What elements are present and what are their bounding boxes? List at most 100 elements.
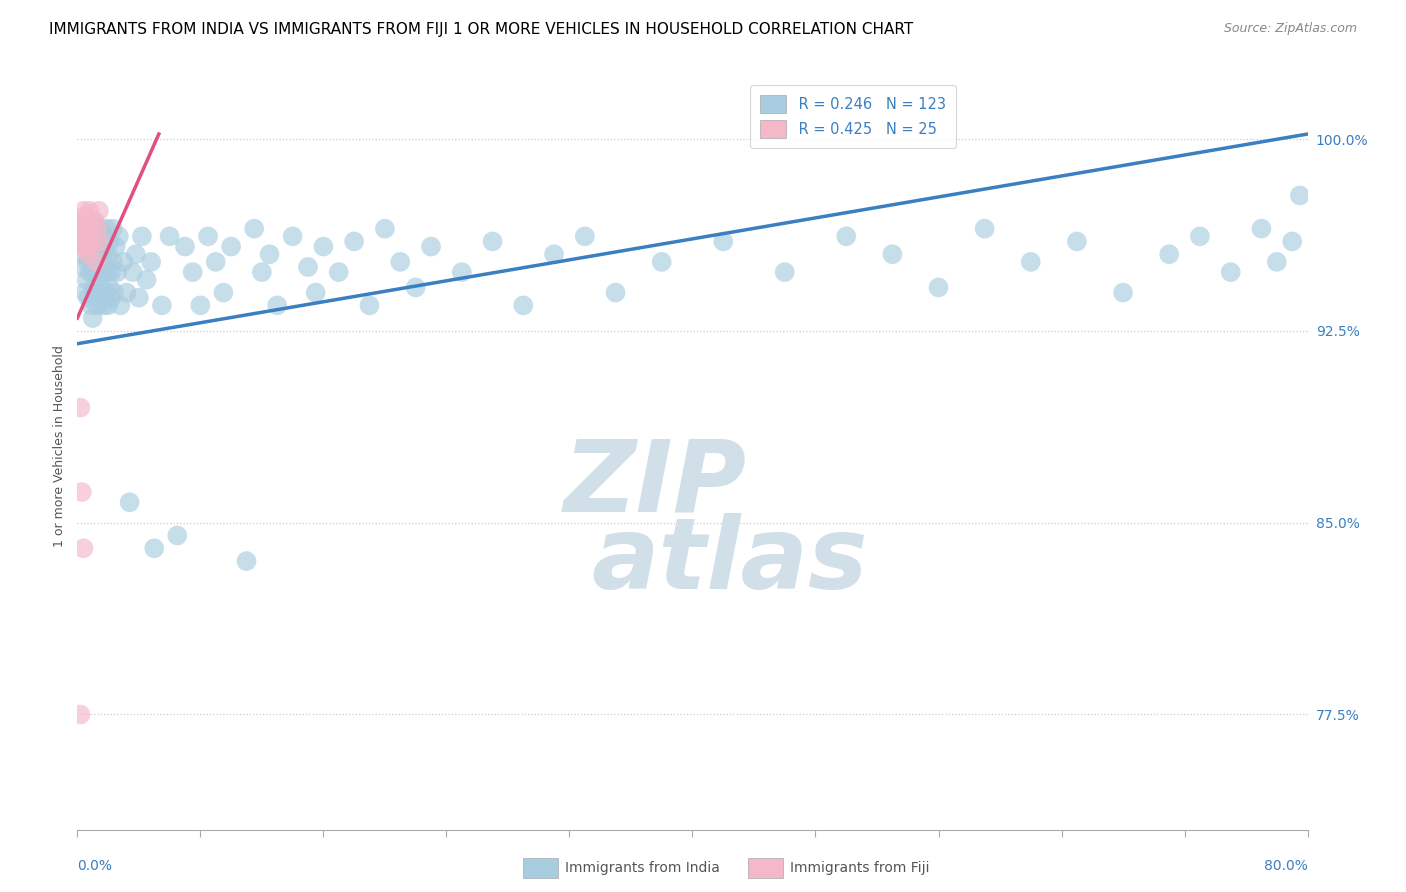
Point: [1066, 235, 1088, 249]
Point: [450, 265, 472, 279]
Point: [94, 285, 117, 300]
Point: [77, 255, 100, 269]
Point: [72, 239, 94, 253]
Point: [90, 239, 114, 253]
Point: [72, 260, 94, 274]
Point: [166, 528, 188, 542]
Point: [86, 265, 108, 279]
Point: [86, 239, 108, 253]
Point: [84, 285, 107, 300]
Point: [69, 235, 91, 249]
Point: [512, 298, 534, 312]
Point: [1265, 255, 1288, 269]
Point: [90, 280, 114, 294]
Point: [219, 239, 242, 253]
Point: [389, 255, 412, 269]
Point: [835, 229, 858, 244]
Point: [87, 247, 110, 261]
Point: [89, 260, 111, 274]
Point: [188, 298, 212, 312]
Point: [374, 221, 396, 235]
Point: [543, 247, 565, 261]
Point: [86, 298, 108, 312]
Point: [773, 265, 796, 279]
Point: [97, 298, 120, 312]
Point: [93, 255, 115, 269]
Point: [79, 265, 101, 279]
Point: [87, 285, 110, 300]
Point: [266, 298, 288, 312]
Point: [110, 298, 132, 312]
Point: [405, 280, 427, 294]
Point: [651, 255, 673, 269]
Legend:  R = 0.246   N = 123,  R = 0.425   N = 25: R = 0.246 N = 123, R = 0.425 N = 25: [749, 85, 956, 148]
Point: [76, 273, 98, 287]
Point: [281, 229, 304, 244]
Text: atlas: atlas: [591, 513, 868, 609]
Point: [250, 265, 273, 279]
Point: [89, 235, 111, 249]
Point: [100, 265, 122, 279]
Point: [235, 554, 257, 568]
Point: [86, 221, 108, 235]
Point: [359, 298, 381, 312]
Point: [73, 221, 96, 235]
Point: [70, 247, 93, 261]
Point: [131, 229, 153, 244]
Point: [94, 239, 117, 253]
Point: [76, 239, 98, 253]
Text: Immigrants from Fiji: Immigrants from Fiji: [790, 861, 929, 875]
Point: [82, 265, 104, 279]
Point: [882, 247, 904, 261]
Point: [150, 298, 173, 312]
Point: [181, 265, 204, 279]
Point: [101, 255, 124, 269]
Point: [1250, 221, 1272, 235]
Point: [98, 280, 121, 294]
Text: ZIP: ZIP: [564, 436, 747, 533]
Point: [80, 221, 103, 235]
Point: [83, 214, 105, 228]
Point: [79, 239, 101, 253]
Point: [343, 235, 366, 249]
Point: [135, 273, 157, 287]
Point: [125, 247, 148, 261]
Point: [101, 221, 124, 235]
Point: [481, 235, 503, 249]
Point: [90, 265, 114, 279]
Point: [77, 229, 100, 244]
Point: [1019, 255, 1042, 269]
Point: [100, 291, 122, 305]
Point: [70, 221, 93, 235]
Point: [79, 235, 101, 249]
Point: [1159, 247, 1181, 261]
Point: [87, 203, 110, 218]
Point: [89, 221, 111, 235]
Point: [328, 265, 350, 279]
Point: [82, 229, 104, 244]
Point: [83, 214, 105, 228]
Point: [574, 229, 596, 244]
Point: [72, 203, 94, 218]
Point: [77, 247, 100, 261]
Point: [83, 239, 105, 253]
Point: [128, 291, 150, 305]
Point: [928, 280, 950, 294]
Point: [104, 239, 127, 253]
Point: [73, 209, 96, 223]
Point: [243, 221, 266, 235]
Point: [84, 255, 107, 269]
Point: [141, 255, 163, 269]
Point: [115, 285, 138, 300]
Point: [105, 265, 128, 279]
Point: [76, 214, 98, 228]
Point: [77, 291, 100, 305]
Text: Immigrants from India: Immigrants from India: [565, 861, 720, 875]
Text: IMMIGRANTS FROM INDIA VS IMMIGRANTS FROM FIJI 1 OR MORE VEHICLES IN HOUSEHOLD CO: IMMIGRANTS FROM INDIA VS IMMIGRANTS FROM…: [49, 22, 914, 37]
Point: [297, 260, 319, 274]
Point: [80, 221, 103, 235]
Text: 0.0%: 0.0%: [77, 859, 112, 872]
Point: [305, 285, 328, 300]
Point: [118, 495, 141, 509]
Text: Source: ZipAtlas.com: Source: ZipAtlas.com: [1223, 22, 1357, 36]
